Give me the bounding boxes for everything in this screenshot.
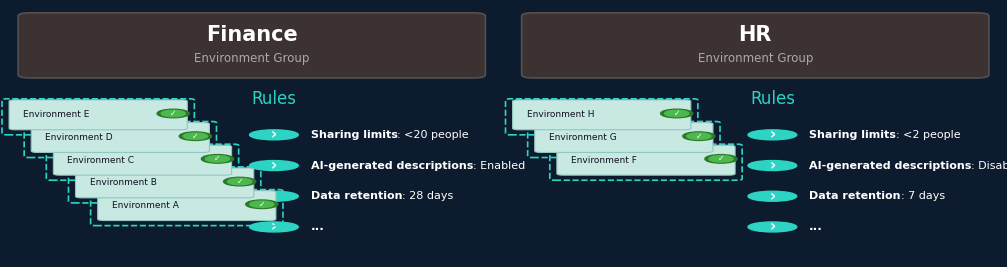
Circle shape [246,200,278,209]
Text: ›: › [271,189,277,204]
Text: Sharing limits: Sharing limits [809,130,896,140]
FancyBboxPatch shape [98,191,276,221]
Text: Data retention: Data retention [809,191,900,201]
Circle shape [224,177,256,186]
Ellipse shape [250,222,298,232]
Text: HR: HR [738,25,772,45]
Ellipse shape [748,160,797,171]
Text: Environment H: Environment H [527,110,594,119]
FancyBboxPatch shape [557,145,735,175]
Circle shape [179,132,211,140]
Circle shape [183,133,207,139]
Circle shape [161,110,185,117]
Text: ›: › [769,189,775,204]
Circle shape [665,110,689,117]
Ellipse shape [748,130,797,140]
Text: Rules: Rules [750,90,796,108]
Text: ›: › [769,219,775,234]
FancyBboxPatch shape [31,123,209,152]
Ellipse shape [250,130,298,140]
Circle shape [687,133,711,139]
Text: ›: › [271,219,277,234]
Circle shape [157,109,189,118]
Text: ✓: ✓ [192,132,198,141]
Ellipse shape [748,222,797,232]
Text: ✓: ✓ [718,154,724,163]
Circle shape [250,201,274,207]
Text: Sharing limits: Sharing limits [310,130,398,140]
FancyBboxPatch shape [53,145,232,175]
Text: ...: ... [809,221,823,233]
Text: : Enabled: : Enabled [473,160,526,171]
Text: ›: › [271,127,277,142]
Circle shape [683,132,715,140]
Text: Environment A: Environment A [112,201,178,210]
Text: ✓: ✓ [237,177,243,186]
FancyBboxPatch shape [18,13,485,78]
Ellipse shape [748,191,797,201]
Text: ✓: ✓ [214,154,221,163]
Text: Environment C: Environment C [67,156,135,165]
Circle shape [661,109,693,118]
Text: : <2 people: : <2 people [896,130,961,140]
Ellipse shape [250,191,298,201]
Text: ...: ... [310,221,324,233]
FancyBboxPatch shape [9,100,187,130]
Text: ✓: ✓ [696,132,702,141]
Text: : <20 people: : <20 people [398,130,469,140]
Ellipse shape [250,160,298,171]
Text: ›: › [769,158,775,173]
Text: AI-generated descriptions: AI-generated descriptions [809,160,972,171]
Text: : 28 days: : 28 days [402,191,453,201]
Circle shape [228,178,252,185]
Text: ✓: ✓ [259,200,265,209]
Text: ›: › [271,158,277,173]
FancyBboxPatch shape [76,168,254,198]
Text: Environment G: Environment G [549,133,616,142]
Circle shape [201,155,234,163]
Text: : 7 days: : 7 days [900,191,945,201]
Text: Environment E: Environment E [23,110,90,119]
Circle shape [709,156,733,162]
Text: Finance: Finance [205,25,298,45]
Text: Rules: Rules [252,90,297,108]
Text: Environment D: Environment D [45,133,113,142]
Text: Environment B: Environment B [90,178,156,187]
Text: Environment F: Environment F [571,156,636,165]
Text: ›: › [769,127,775,142]
Text: ✓: ✓ [170,109,176,118]
Circle shape [205,156,230,162]
Text: : Disabled: : Disabled [972,160,1007,171]
Text: AI-generated descriptions: AI-generated descriptions [310,160,473,171]
FancyBboxPatch shape [513,100,691,130]
FancyBboxPatch shape [535,123,713,152]
Circle shape [705,155,737,163]
Text: Data retention: Data retention [310,191,402,201]
FancyBboxPatch shape [522,13,989,78]
Text: Environment Group: Environment Group [194,52,309,65]
Text: ✓: ✓ [674,109,680,118]
Text: Environment Group: Environment Group [698,52,813,65]
